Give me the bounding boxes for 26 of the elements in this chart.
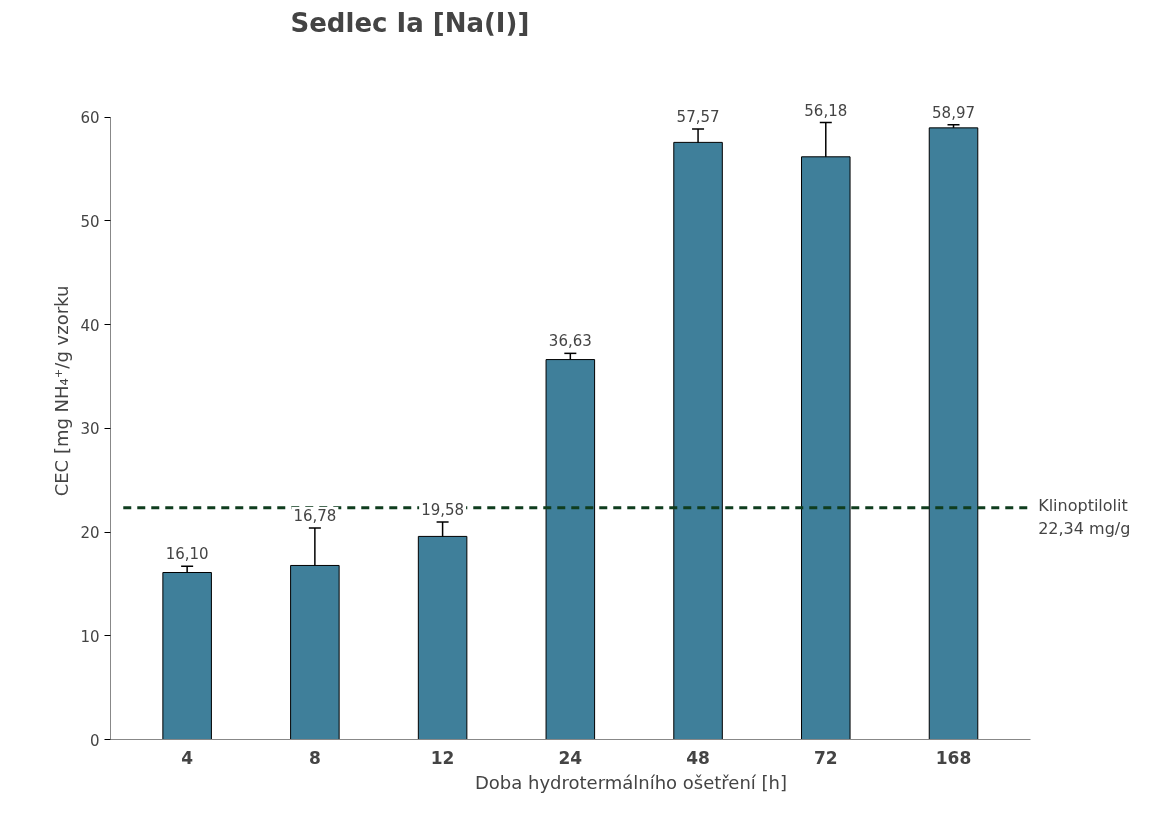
- y-tick-label: 0: [89, 731, 100, 750]
- x-axis-title: Doba hydrotermálního ošetření [h]: [474, 771, 788, 793]
- bar: [928, 127, 979, 740]
- data-label: 19,58: [421, 500, 465, 519]
- y-axis-title: CEC [mg NH₄⁺/g vzorku: [51, 285, 73, 497]
- x-tick-label: 4: [181, 747, 194, 768]
- data-label: 36,63: [548, 332, 592, 351]
- y-tick-label: 60: [80, 109, 100, 128]
- y-tick-label: 40: [80, 316, 100, 335]
- x-tick-label: 24: [558, 747, 583, 768]
- y-tick-label: 20: [80, 524, 100, 543]
- y-tick-label: 10: [80, 627, 100, 646]
- chart-title: Sedlec Ia [Na(I)]: [290, 7, 530, 38]
- data-label: 16,78: [293, 507, 337, 526]
- data-label: 57,57: [676, 107, 720, 126]
- x-tick-label: 12: [430, 747, 455, 768]
- x-tick-label: 8: [308, 747, 321, 768]
- x-tick-label: 72: [813, 747, 838, 768]
- data-label: 58,97: [932, 103, 975, 122]
- y-tick-label: 50: [80, 212, 100, 231]
- ref-line-label: Klinoptilolit 22,34 mg/g: [1038, 495, 1131, 538]
- data-label: 56,18: [804, 101, 848, 120]
- data-label: 16,10: [165, 545, 209, 564]
- y-tick-label: 30: [80, 420, 100, 439]
- x-tick-label: 48: [686, 747, 710, 768]
- x-tick-label: 168: [935, 747, 972, 768]
